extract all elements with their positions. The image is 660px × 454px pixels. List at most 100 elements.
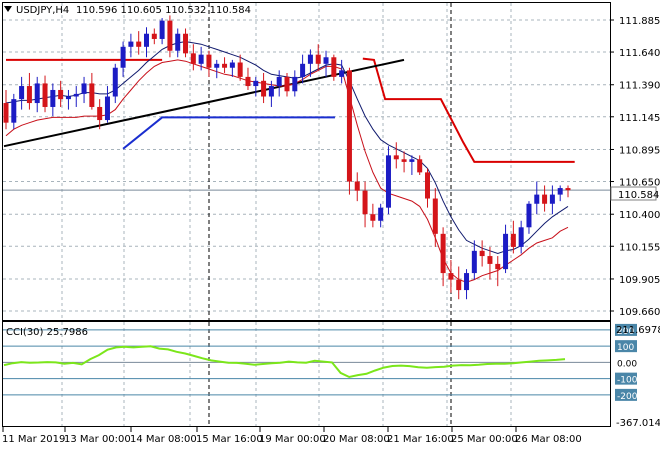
candle-body: [409, 159, 415, 162]
candle-body: [167, 20, 173, 51]
candle-body: [417, 159, 423, 173]
indicator-top-label: 211.6978: [616, 325, 660, 336]
collapse-triangle-icon[interactable]: [4, 6, 12, 12]
candle-body: [206, 54, 212, 68]
candle-body: [464, 273, 470, 291]
candle-body: [534, 194, 540, 204]
trendline: [3, 58, 405, 148]
candle-body: [190, 53, 196, 64]
time-tick-label: 25 Mar 00:00: [451, 434, 518, 445]
candle-body: [136, 41, 142, 47]
indicator-label: CCI(30) 25.7986: [6, 327, 88, 338]
candle-body: [11, 99, 17, 123]
candle-body: [542, 194, 548, 204]
cci-level-label: -200: [617, 392, 638, 402]
candle-body: [175, 33, 181, 51]
candle-body: [261, 80, 267, 97]
cci-level-label: 100: [617, 343, 634, 353]
price-tick-label: 111.145: [619, 113, 660, 124]
resistance-trailing-stop: [362, 57, 575, 163]
candle-body: [331, 57, 337, 77]
candle-body: [128, 41, 134, 47]
candle-body: [393, 155, 399, 160]
cci-level-label: 200: [617, 327, 634, 337]
bid-price-label: 110.584: [618, 190, 659, 201]
support-line: [122, 116, 335, 150]
candle-body: [456, 279, 462, 291]
candle-body: [307, 54, 313, 64]
price-tick-label: 111.390: [619, 81, 660, 92]
candle-body: [214, 63, 220, 68]
time-tick-label: 20 Mar 08:00: [323, 434, 390, 445]
axes: 111.885 111.640 111.390 111.145 110.895 110.6…: [2, 16, 660, 445]
candle-body: [471, 250, 477, 274]
time-tick-label: 26 Mar 08:00: [515, 434, 582, 445]
candle-body: [253, 80, 259, 87]
candle-body: [385, 155, 391, 208]
candle-body: [448, 273, 454, 280]
price-panel-frame: [2, 2, 611, 321]
candle-body: [81, 83, 87, 94]
time-tick-label: 21 Mar 16:00: [387, 434, 454, 445]
bid-price-marker: 110.584: [610, 186, 659, 201]
candle-body: [19, 86, 25, 100]
price-tick-label: 111.885: [619, 16, 660, 27]
cci-level-label: 0.00: [617, 359, 637, 369]
candle-body: [3, 103, 9, 123]
candle-body: [549, 194, 555, 204]
candle-body: [198, 54, 204, 64]
cci-panel: 200 100 0.00 -100 -200: [3, 323, 638, 402]
candle-body: [518, 227, 524, 247]
price-tick-label: 109.905: [619, 275, 660, 286]
cci-level-tag: [615, 340, 637, 353]
candle-body: [346, 70, 352, 182]
candle-body: [42, 83, 48, 107]
bid-price-tag: [610, 186, 657, 201]
candle-body: [183, 33, 189, 54]
grid: [3, 3, 610, 426]
indicator-panel-frame: [2, 321, 611, 427]
price-tick-label: 109.660: [619, 307, 660, 318]
ohlc-readout: 110.596 110.605 110.532 110.584: [76, 5, 251, 16]
price-tick-label: 110.895: [619, 145, 660, 156]
candle-body: [268, 86, 274, 97]
cci-level-tag: [615, 388, 637, 401]
time-tick-label: 11 Mar 2019: [2, 434, 65, 445]
candle-body: [159, 20, 165, 39]
candle-body: [323, 57, 329, 64]
candle-body: [526, 203, 532, 228]
cci-level-tag: [615, 372, 637, 385]
candle-body: [300, 63, 306, 77]
candle-body: [510, 233, 516, 247]
candle-body: [292, 76, 298, 92]
candle-body: [479, 250, 485, 257]
candle-body: [487, 256, 493, 264]
candle-body: [229, 62, 235, 68]
candle-body: [50, 89, 56, 107]
candle-body: [565, 188, 571, 191]
candle-body: [276, 76, 282, 87]
price-series: [3, 15, 575, 300]
cci-level-label: -100: [617, 376, 638, 386]
candle-body: [237, 62, 243, 77]
candle-body: [65, 96, 71, 100]
candle-body: [144, 33, 149, 47]
time-tick-label: 13 Mar 00:00: [64, 434, 131, 445]
candle-body: [97, 106, 103, 121]
candle-body: [284, 76, 290, 92]
price-tick-label: 110.155: [619, 242, 660, 253]
candle-body: [503, 233, 509, 270]
candle-body: [440, 233, 446, 274]
candle-body: [58, 89, 64, 100]
candle-body: [354, 181, 360, 191]
candle-body: [245, 76, 251, 87]
price-tick-label: 111.640: [619, 48, 660, 59]
candle-body: [120, 46, 126, 68]
candle-body: [34, 83, 40, 104]
candle-body: [89, 83, 95, 107]
candle-body: [104, 96, 110, 121]
cci-level-tag: [615, 356, 637, 369]
candle-body: [112, 67, 118, 97]
